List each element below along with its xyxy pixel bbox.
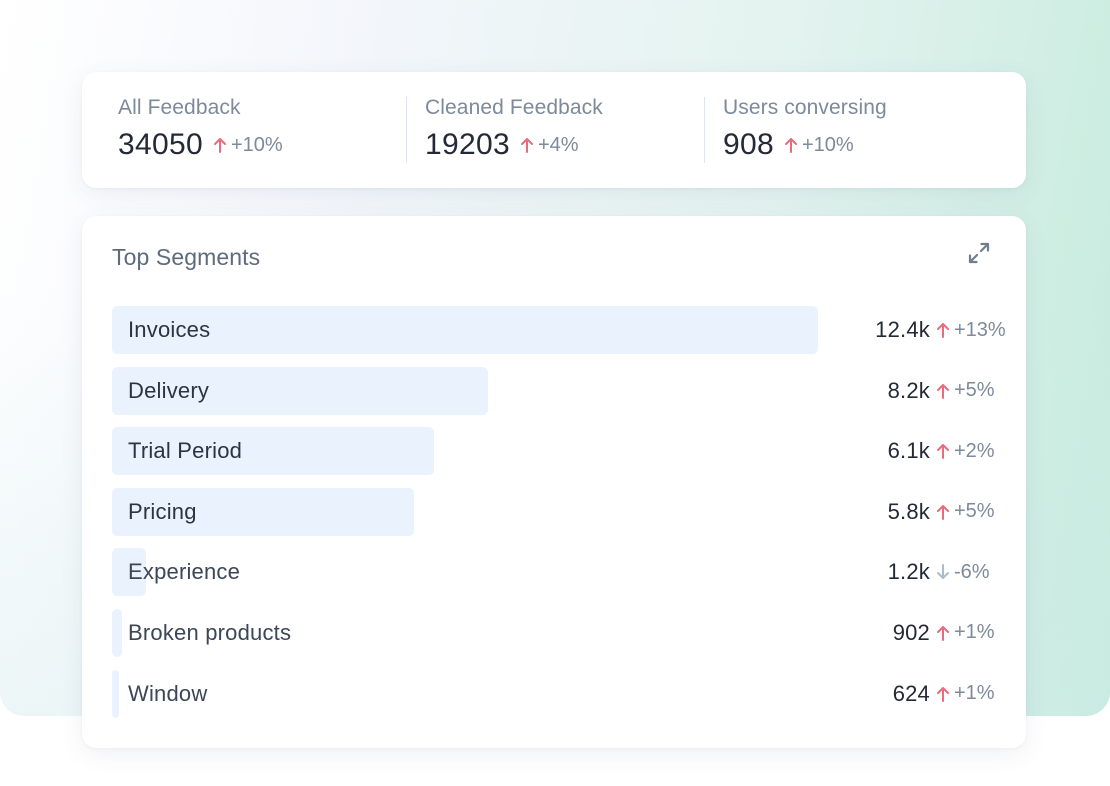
stat-label: All Feedback: [118, 96, 241, 119]
arrow-up-icon: [784, 136, 798, 154]
segment-change: -6%: [954, 560, 990, 583]
segment-change: +2%: [954, 439, 995, 462]
segment-label: Broken products: [128, 619, 292, 645]
arrow-up-icon: [936, 685, 950, 703]
stat-divider: [704, 97, 705, 163]
segment-trend: +13%: [936, 319, 1006, 342]
segment-trend: +2%: [936, 440, 995, 463]
segment-row[interactable]: Experience 1.2k -6%: [112, 548, 1012, 597]
segment-trend: +1%: [936, 621, 995, 644]
segment-value: 5.8k: [887, 498, 930, 524]
segment-row[interactable]: Delivery 8.2k +5%: [112, 366, 1012, 415]
arrow-up-icon: [213, 136, 227, 154]
segment-bar: [112, 487, 414, 536]
segment-trend: +1%: [936, 682, 995, 705]
segment-row[interactable]: Window 624 +1%: [112, 669, 1012, 718]
arrow-up-icon: [936, 624, 950, 642]
arrow-up-icon: [936, 442, 950, 460]
arrow-up-icon: [936, 503, 950, 521]
segment-value: 8.2k: [887, 377, 930, 403]
segment-value: 624: [892, 680, 930, 706]
segment-value: 1.2k: [887, 559, 930, 585]
expand-button[interactable]: [962, 238, 996, 272]
stat-change: +10%: [801, 133, 854, 156]
segment-row[interactable]: Trial Period 6.1k +2%: [112, 427, 1012, 476]
segment-bar: [112, 366, 488, 415]
segment-label: Delivery: [128, 377, 210, 403]
segment-label: Invoices: [128, 317, 211, 342]
stat-value: 908: [723, 128, 774, 161]
arrow-up-icon: [936, 382, 950, 400]
segment-change: +1%: [954, 621, 995, 644]
segment-change: +5%: [954, 379, 995, 402]
stat-users-conversing: Users conversing 908 +10%: [723, 96, 887, 162]
segment-bar: [112, 548, 146, 597]
segment-value: 6.1k: [887, 438, 930, 464]
arrow-up-icon: [520, 136, 534, 154]
stat-change: +10%: [230, 133, 283, 156]
stat-value: 19203: [425, 128, 510, 161]
segment-change: +13%: [954, 318, 1006, 341]
segment-bar: [112, 669, 119, 718]
stat-trend: +4%: [520, 134, 579, 157]
segment-trend: +5%: [936, 500, 995, 523]
segment-row[interactable]: Pricing 5.8k +5%: [112, 487, 1012, 536]
segment-trend: -6%: [936, 561, 990, 584]
segment-row[interactable]: Invoices 12.4k +13%: [112, 306, 1012, 354]
stat-trend: +10%: [784, 134, 854, 157]
stat-cleaned-feedback: Cleaned Feedback 19203 +4%: [425, 96, 603, 162]
segment-value: 12.4k: [875, 317, 930, 342]
arrow-up-icon: [936, 321, 950, 339]
stat-label: Users conversing: [723, 96, 887, 119]
segment-change: +5%: [954, 500, 995, 523]
segment-bar: [112, 427, 434, 476]
segments-list: Invoices 12.4k +13% Delivery 8.2k +5%: [112, 306, 1012, 730]
stat-label: Cleaned Feedback: [425, 96, 603, 119]
stat-trend: +10%: [213, 134, 283, 157]
stat-value: 34050: [118, 128, 203, 161]
stat-divider: [406, 97, 407, 163]
segment-bar: [112, 306, 818, 354]
arrow-down-icon: [936, 563, 950, 581]
segment-label: Trial Period: [128, 438, 243, 464]
top-segments-card: Top Segments Invoices 12.4k +13%: [82, 216, 1026, 748]
segment-label: Pricing: [128, 498, 197, 524]
segment-value: 902: [892, 619, 930, 645]
segment-row[interactable]: Broken products 902 +1%: [112, 608, 1012, 657]
stat-all-feedback: All Feedback 34050 +10%: [118, 96, 283, 162]
stats-summary-card: All Feedback 34050 +10% Cleaned Feedback…: [82, 72, 1026, 188]
segment-change: +1%: [954, 682, 995, 705]
segment-bar: [112, 608, 122, 657]
segment-label: Experience: [128, 559, 241, 585]
segment-label: Window: [128, 680, 208, 706]
segments-title: Top Segments: [112, 244, 261, 270]
expand-icon: [966, 240, 992, 271]
stat-change: +4%: [537, 133, 579, 156]
segment-trend: +5%: [936, 379, 995, 402]
